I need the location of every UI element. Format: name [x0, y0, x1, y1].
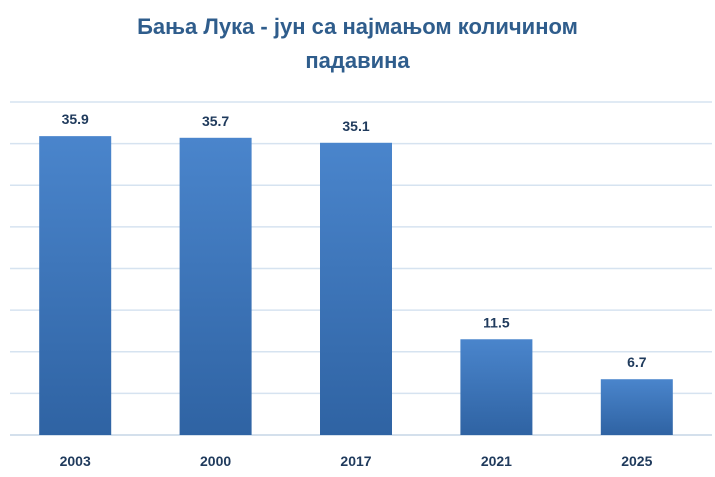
value-label-2025: 6.7 [627, 354, 647, 370]
bar-2003 [39, 136, 112, 435]
chart-title-line-2: падавина [305, 48, 410, 73]
bar-2000 [179, 137, 252, 436]
bars [39, 136, 673, 436]
bar-2025 [600, 379, 673, 435]
value-labels: 35.9 35.7 35.1 11.5 6.7 [62, 111, 647, 370]
value-label-2021: 11.5 [483, 314, 510, 330]
x-tick-label-2017: 2017 [340, 453, 371, 469]
value-label-2000: 35.7 [202, 113, 229, 129]
value-label-2017: 35.1 [342, 118, 369, 134]
x-tick-label-2021: 2021 [481, 453, 512, 469]
chart-title-line-1: Бања Лука - јун са најмањом количином [137, 14, 578, 39]
x-axis-ticks: 2003 2000 2017 2021 2025 [60, 453, 653, 469]
bar-2017 [320, 142, 392, 436]
bar-2021 [460, 339, 533, 435]
value-label-2003: 35.9 [62, 111, 89, 127]
x-tick-label-2025: 2025 [621, 453, 652, 469]
x-tick-label-2003: 2003 [60, 453, 91, 469]
x-tick-label-2000: 2000 [200, 453, 231, 469]
chart-title: Бања Лука - јун са најмањом количином па… [0, 10, 715, 78]
